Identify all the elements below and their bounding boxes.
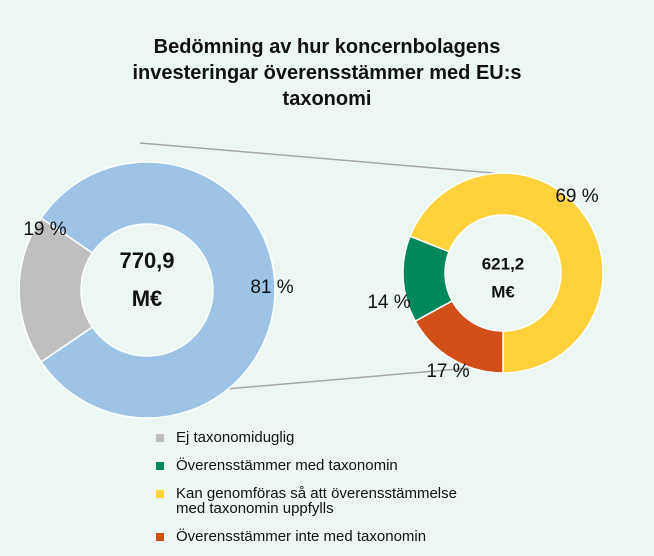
center-label: M€ (491, 282, 515, 301)
data-label: 14 % (367, 292, 410, 313)
center-label: 621,2 (482, 254, 525, 273)
donut-segment (18, 217, 94, 363)
legend: Ej taxonomiduglig Överensstämmer med taxo… (156, 430, 476, 544)
legend-item: Överensstämmer inte med taxonomin (156, 529, 476, 544)
legend-swatch (156, 490, 164, 498)
chart-title: Bedömning av hur koncernbolagens investe… (132, 36, 522, 110)
legend-label: Överensstämmer inte med taxonomin (176, 528, 427, 545)
data-label: 69 % (555, 186, 598, 207)
legend-label: Kan genomföras så att överensstämmelse m… (176, 485, 457, 517)
data-label: 17 % (426, 361, 469, 382)
legend-swatch (156, 434, 164, 442)
center-label: 770,9 (119, 248, 174, 273)
donut-segment (409, 172, 604, 374)
legend-label: Överensstämmer med taxonomin (176, 457, 398, 474)
legend-item: Ej taxonomiduglig (156, 430, 476, 445)
data-label: 19 % (23, 219, 66, 240)
donut-segment (414, 299, 504, 374)
center-label: M€ (132, 286, 163, 311)
connector-line (139, 142, 506, 175)
legend-swatch (156, 462, 164, 470)
donut-segment (40, 161, 276, 419)
legend-item: Överensstämmer med taxonomin (156, 458, 476, 473)
legend-label: Ej taxonomiduglig (176, 429, 295, 446)
legend-item: Kan genomföras så att överensstämmelse m… (156, 486, 476, 516)
legend-swatch (156, 533, 164, 541)
data-label: 81 % (250, 277, 293, 298)
